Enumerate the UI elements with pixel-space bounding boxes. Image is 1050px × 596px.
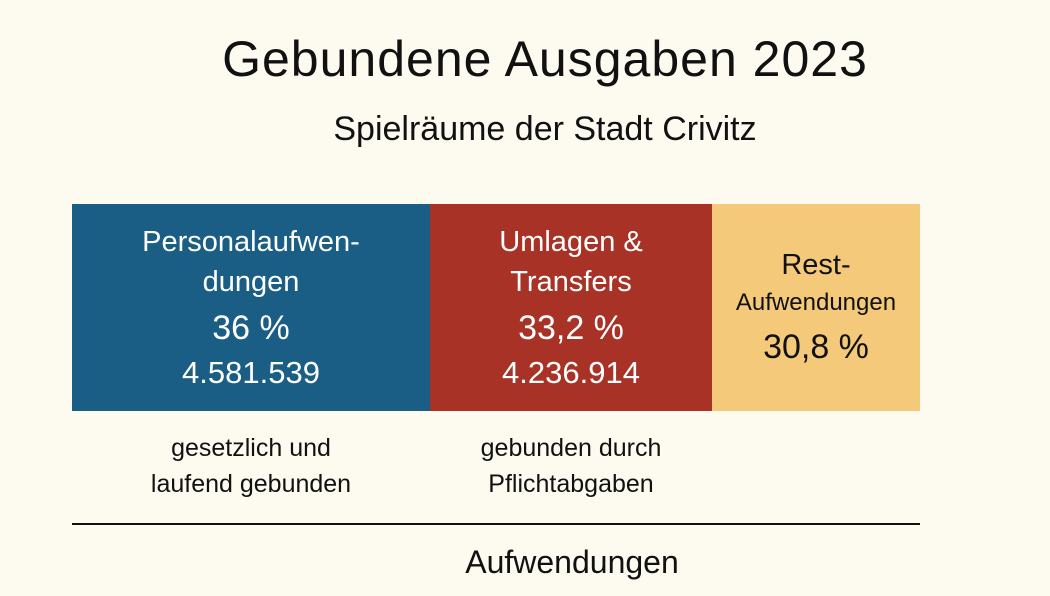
bar-segment-restaufwendungen: Rest- Aufwendungen 30,8 %: [712, 204, 920, 411]
chart-title: Gebundene Ausgaben 2023: [222, 31, 868, 87]
note-personal: gesetzlich und laufend gebunden: [72, 430, 430, 502]
segment-label: Rest-: [781, 248, 851, 281]
segment-amount: 4.581.539: [182, 354, 320, 390]
x-axis-label: Aufwendungen: [465, 544, 679, 580]
segment-percent: 36 %: [212, 308, 290, 347]
segment-percent: 33,2 %: [518, 308, 624, 347]
segment-amount: 4.236.914: [502, 354, 640, 390]
chart-subtitle: Spielräume der Stadt Crivitz: [333, 110, 757, 148]
axis-line: [72, 523, 920, 525]
note-line: gesetzlich und: [171, 434, 331, 462]
stacked-bar: Personalaufwen- dungen 36 % 4.581.539 Um…: [72, 204, 920, 411]
segment-percent: 30,8 %: [763, 327, 869, 366]
bar-segment-personalaufwendungen: Personalaufwen- dungen 36 % 4.581.539: [72, 204, 430, 411]
note-umlagen: gebunden durch Pflichtabgaben: [430, 430, 712, 502]
bar-segment-umlagen-transfers: Umlagen & Transfers 33,2 % 4.236.914: [430, 204, 712, 411]
segment-label: dungen: [202, 265, 300, 298]
note-line: Pflichtabgaben: [488, 470, 654, 498]
segment-label: Transfers: [510, 265, 632, 298]
note-line: laufend gebunden: [150, 470, 352, 498]
note-line: gebunden durch: [480, 434, 662, 462]
segment-label: Umlagen &: [499, 225, 643, 258]
segment-label: Personalaufwen-: [142, 225, 360, 258]
segment-label: Aufwendungen: [735, 288, 897, 316]
